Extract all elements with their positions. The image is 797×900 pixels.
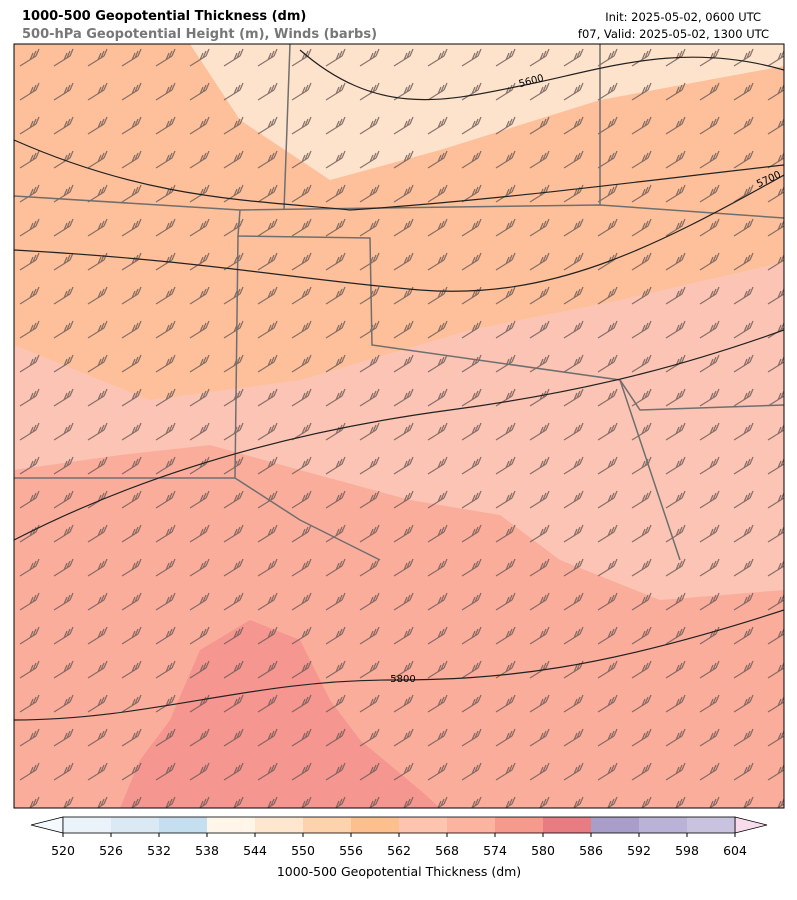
colorbar-tick-label: 532	[147, 843, 171, 858]
colorbar-tick-label: 556	[339, 843, 363, 858]
colorbar-under	[30, 816, 64, 834]
colorbar-segment	[591, 817, 639, 833]
colorbar-tick-label: 568	[435, 843, 459, 858]
colorbar-segment	[447, 817, 495, 833]
colorbar-label: 1000-500 Geopotential Thickness (dm)	[277, 864, 521, 879]
colorbar-tick-label: 562	[387, 843, 411, 858]
colorbar-segment	[255, 817, 303, 833]
colorbar-tick-label: 580	[531, 843, 555, 858]
colorbar-tick-label: 604	[723, 843, 747, 858]
colorbar-tick-label: 520	[51, 843, 75, 858]
subtitle: 500-hPa Geopotential Height (m), Winds (…	[22, 27, 377, 42]
colorbar-tick-label: 544	[243, 843, 267, 858]
map-frame	[13, 43, 785, 809]
colorbar-over	[734, 816, 768, 834]
colorbar-segment	[159, 817, 207, 833]
height-contours	[14, 49, 784, 721]
colorbar-segment	[207, 817, 255, 833]
contour-label: 5800	[390, 674, 415, 685]
colorbar-tick-label: 538	[195, 843, 219, 858]
wind-barbs	[14, 44, 784, 808]
init-time: Init: 2025-05-02, 0600 UTC	[605, 10, 761, 24]
colorbar: 520 526 532 538 544 550 556 562 568 574 580 586 592 5…	[30, 816, 768, 879]
colorbar-segment	[543, 817, 591, 833]
colorbar-tick-label: 592	[627, 843, 651, 858]
colorbar-segment	[63, 817, 111, 833]
colorbar-tick-label: 598	[675, 843, 699, 858]
colorbar-segment	[495, 817, 543, 833]
colorbar-tick-label: 574	[483, 843, 507, 858]
colorbar-segment	[687, 817, 735, 833]
colorbar-tick-label: 550	[291, 843, 315, 858]
colorbar-segment	[111, 817, 159, 833]
map: 5600 5700 5800	[14, 44, 784, 808]
state-borders	[14, 44, 784, 561]
colorbar-segment	[639, 817, 687, 833]
title: 1000-500 Geopotential Thickness (dm)	[22, 9, 306, 24]
colorbar-segment	[399, 817, 447, 833]
colorbar-tick-label: 586	[579, 843, 603, 858]
valid-time: f07, Valid: 2025-05-02, 1300 UTC	[578, 27, 769, 41]
colorbar-segment	[351, 817, 399, 833]
colorbar-tick-label: 526	[99, 843, 123, 858]
colorbar-segment	[303, 817, 351, 833]
